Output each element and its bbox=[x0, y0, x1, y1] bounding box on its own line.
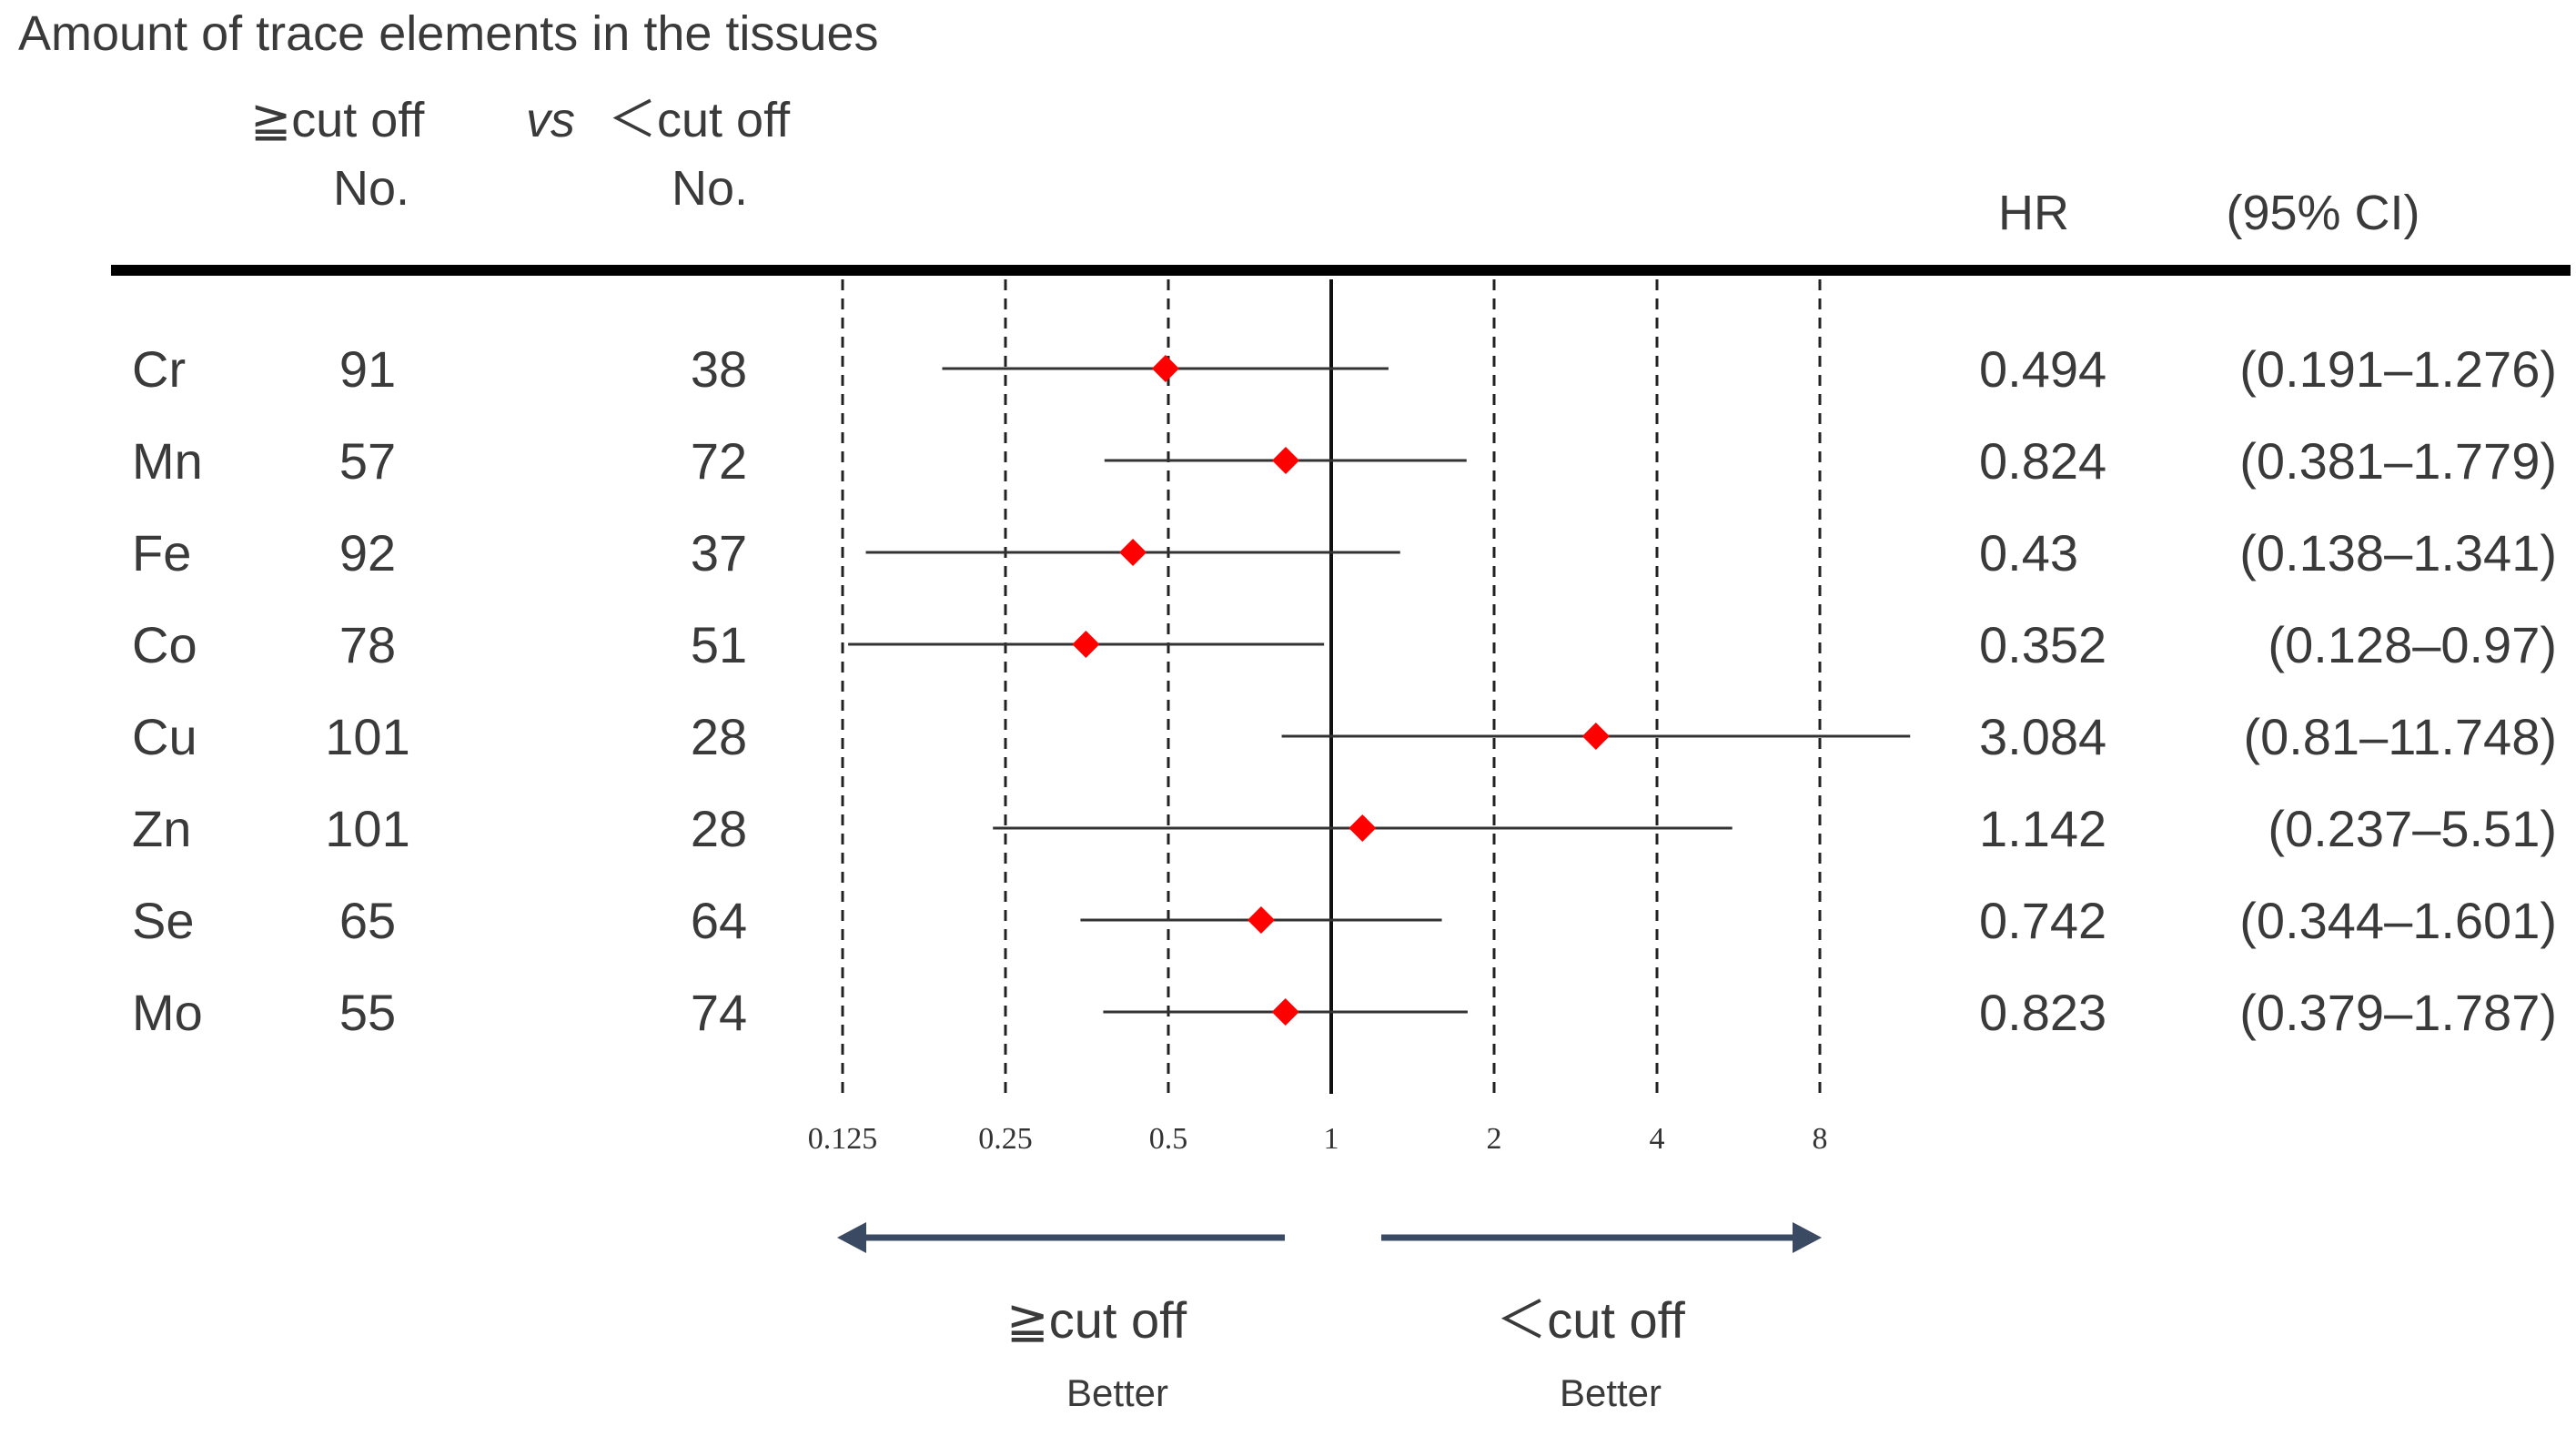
row-ci-value: (0.128–0.97) bbox=[2268, 616, 2557, 673]
row-n-high: 65 bbox=[339, 892, 396, 949]
row-n-low: 51 bbox=[691, 616, 747, 673]
row-element-label: Mn bbox=[132, 432, 203, 490]
x-tick-label-6: 8 bbox=[1813, 1122, 1828, 1156]
row-ci-value: (0.191–1.276) bbox=[2239, 340, 2557, 398]
hr-marker bbox=[1247, 906, 1275, 934]
row-hr-value: 0.494 bbox=[1979, 340, 2106, 398]
row-n-low: 38 bbox=[691, 340, 747, 398]
x-tick-label-1: 0.25 bbox=[978, 1122, 1033, 1156]
header-hr: HR bbox=[1998, 186, 2069, 240]
row-element-label: Mo bbox=[132, 984, 203, 1041]
row-element-label: Cr bbox=[132, 340, 186, 398]
hr-marker bbox=[1119, 539, 1147, 566]
chart-title: Amount of trace elements in the tissues bbox=[18, 6, 878, 61]
row-n-low: 64 bbox=[691, 892, 747, 949]
favors-right-sub: Better bbox=[1560, 1371, 1662, 1414]
forest-row-co: Co 78 51 0.352 (0.128–0.97) bbox=[132, 616, 2557, 673]
favors-left: ≧cut off Better bbox=[837, 1222, 1285, 1414]
row-element-label: Se bbox=[132, 892, 195, 949]
row-hr-value: 0.824 bbox=[1979, 432, 2106, 490]
x-tick-label-5: 4 bbox=[1650, 1122, 1665, 1156]
row-ci-value: (0.81–11.748) bbox=[2243, 708, 2557, 765]
row-element-label: Co bbox=[132, 616, 197, 673]
x-tick-label-3: 1 bbox=[1324, 1122, 1339, 1156]
header-ci: (95% CI) bbox=[2226, 186, 2419, 240]
row-hr-value: 0.742 bbox=[1979, 892, 2106, 949]
hr-marker bbox=[1072, 631, 1100, 658]
forest-row-zn: Zn 101 28 1.142 (0.237–5.51) bbox=[132, 800, 2557, 857]
row-ci-value: (0.379–1.787) bbox=[2239, 984, 2557, 1041]
favors-right-label: ＜cut off bbox=[1496, 1291, 1685, 1349]
hr-marker bbox=[1272, 447, 1300, 474]
row-element-label: Fe bbox=[132, 524, 191, 581]
row-n-high: 55 bbox=[339, 984, 396, 1041]
x-ticks: 0.125 0.25 0.5 1 2 4 8 bbox=[808, 1122, 1828, 1156]
row-n-high: 78 bbox=[339, 616, 396, 673]
x-tick-label-0: 0.125 bbox=[808, 1122, 878, 1156]
header-no-high: No. bbox=[333, 161, 409, 216]
header-vs: vs bbox=[526, 93, 575, 147]
header-group-low: ＜cut off bbox=[608, 93, 791, 147]
grid-layer bbox=[841, 279, 1822, 1094]
row-n-low: 28 bbox=[691, 708, 747, 765]
favors-left-arrowhead bbox=[837, 1222, 866, 1253]
forest-row-mn: Mn 57 72 0.824 (0.381–1.779) bbox=[132, 432, 2557, 490]
row-n-high: 101 bbox=[325, 800, 409, 857]
row-n-low: 72 bbox=[691, 432, 747, 490]
row-hr-value: 0.352 bbox=[1979, 616, 2106, 673]
rows-layer: Cr 91 38 0.494 (0.191–1.276) Mn 57 72 0.824 (0.38… bbox=[132, 340, 2557, 1041]
row-ci-value: (0.237–5.51) bbox=[2268, 800, 2557, 857]
row-ci-value: (0.381–1.779) bbox=[2239, 432, 2557, 490]
forest-row-mo: Mo 55 74 0.823 (0.379–1.787) bbox=[132, 984, 2557, 1041]
row-element-label: Zn bbox=[132, 800, 191, 857]
hr-marker bbox=[1151, 355, 1179, 382]
header-no-low: No. bbox=[672, 161, 748, 216]
favors-left-label: ≧cut off bbox=[1006, 1291, 1187, 1349]
hr-marker bbox=[1581, 723, 1610, 750]
forest-row-cu: Cu 101 28 3.084 (0.81–11.748) bbox=[132, 708, 2557, 765]
forest-row-fe: Fe 92 37 0.43 (0.138–1.341) bbox=[132, 524, 2557, 581]
row-n-high: 92 bbox=[339, 524, 396, 581]
row-hr-value: 3.084 bbox=[1979, 708, 2106, 765]
x-tick-label-2: 0.5 bbox=[1149, 1122, 1188, 1156]
row-n-low: 37 bbox=[691, 524, 747, 581]
row-hr-value: 0.43 bbox=[1979, 524, 2078, 581]
row-hr-value: 0.823 bbox=[1979, 984, 2106, 1041]
hr-marker bbox=[1271, 998, 1299, 1026]
row-n-low: 74 bbox=[691, 984, 747, 1041]
x-tick-label-4: 2 bbox=[1487, 1122, 1502, 1156]
row-hr-value: 1.142 bbox=[1979, 800, 2106, 857]
row-n-high: 57 bbox=[339, 432, 396, 490]
favors-left-sub: Better bbox=[1066, 1371, 1168, 1414]
favors-right: ＜cut off Better bbox=[1381, 1222, 1822, 1414]
row-element-label: Cu bbox=[132, 708, 197, 765]
forest-row-se: Se 65 64 0.742 (0.344–1.601) bbox=[132, 892, 2557, 949]
forest-row-cr: Cr 91 38 0.494 (0.191–1.276) bbox=[132, 340, 2557, 398]
row-n-high: 101 bbox=[325, 708, 409, 765]
row-ci-value: (0.344–1.601) bbox=[2239, 892, 2557, 949]
row-n-low: 28 bbox=[691, 800, 747, 857]
favors-right-arrowhead bbox=[1793, 1222, 1822, 1253]
row-ci-value: (0.138–1.341) bbox=[2239, 524, 2557, 581]
row-n-high: 91 bbox=[339, 340, 396, 398]
hr-marker bbox=[1349, 814, 1377, 842]
header-group-high: ≧cut off bbox=[250, 93, 425, 147]
